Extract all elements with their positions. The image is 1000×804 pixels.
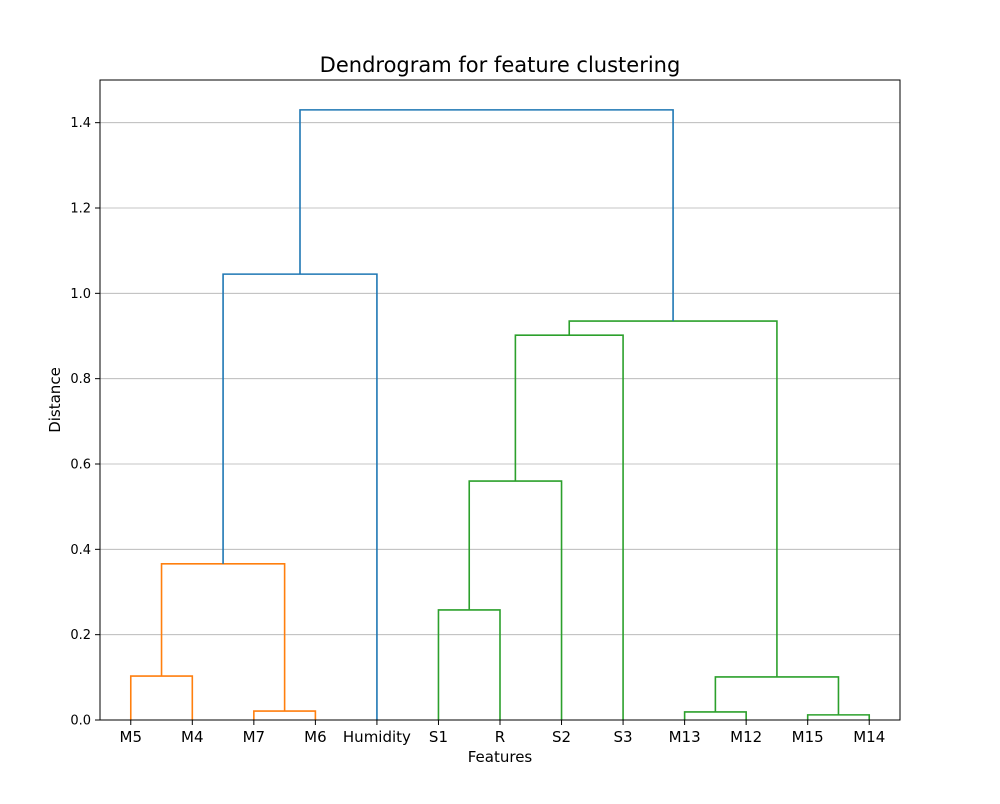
x-tick-label: S3: [614, 728, 633, 746]
grid-layer: [100, 122, 900, 636]
x-tick-label: M4: [181, 728, 204, 746]
x-ticks-layer: M5 M4 M7 M6 Humidity S1 R S2 S3 M13 M12 M15 M14: [120, 720, 885, 746]
dendrogram-link: [437, 609, 501, 720]
x-tick-label: M7: [243, 728, 266, 746]
dendrogram-link: [514, 334, 624, 720]
y-ticks-layer: 0.0 0.2 0.4 0.6 0.8 1.0 1.2 1.4: [70, 116, 100, 729]
x-tick-label: S2: [552, 728, 571, 746]
dendrogram-link: [468, 480, 563, 720]
dendrogram-link: [714, 676, 840, 715]
y-tick-label: 0.4: [70, 543, 91, 558]
x-tick-label: M6: [304, 728, 327, 746]
x-axis-label: Features: [468, 748, 533, 766]
x-tick-label: M12: [730, 728, 762, 746]
y-tick-label: 0.2: [70, 628, 91, 643]
y-tick-label: 0.8: [70, 372, 91, 387]
dendrogram-link: [253, 710, 317, 720]
dendrogram-link: [160, 563, 286, 712]
y-tick-label: 1.0: [70, 287, 91, 302]
y-tick-label: 1.2: [70, 202, 91, 217]
dendrogram-link: [129, 675, 194, 720]
dendrogram-link: [806, 714, 871, 720]
x-tick-label: M5: [120, 728, 143, 746]
x-tick-label: R: [495, 728, 505, 746]
y-tick-label: 0.6: [70, 458, 91, 473]
x-tick-label: M14: [853, 728, 885, 746]
y-axis-label: Distance: [46, 367, 64, 433]
links-layer: [129, 109, 871, 720]
x-tick-label: M15: [792, 728, 824, 746]
chart-title: Dendrogram for feature clustering: [320, 53, 681, 77]
y-tick-label: 0.0: [70, 714, 91, 729]
x-tick-label: Humidity: [343, 728, 411, 746]
dendrogram-link: [683, 711, 747, 720]
dendrogram-link: [568, 320, 778, 677]
y-tick-label: 1.4: [70, 116, 91, 131]
dendrogram-link: [299, 109, 674, 322]
dendrogram-link: [222, 273, 378, 720]
x-tick-label: S1: [429, 728, 448, 746]
x-tick-label: M13: [669, 728, 701, 746]
